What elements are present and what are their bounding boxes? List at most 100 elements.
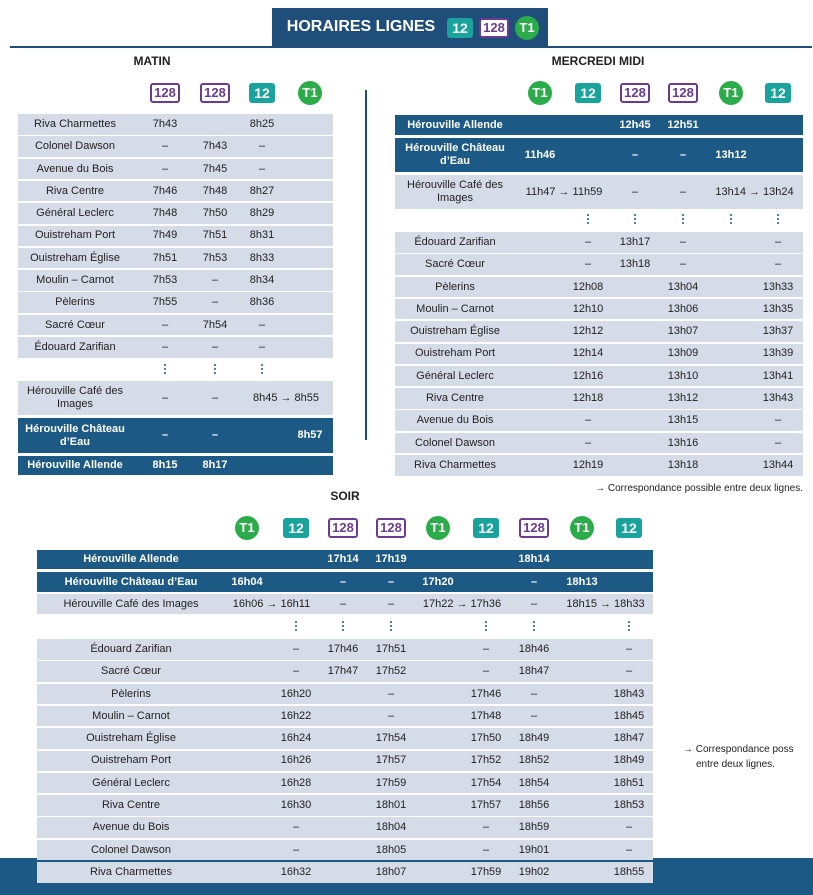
- row-bg: [395, 343, 803, 364]
- row-bg: [395, 276, 803, 298]
- time: 18h59: [518, 821, 550, 834]
- dot: [261, 364, 263, 366]
- time: 13h12: [715, 148, 747, 161]
- stop-name: Avenue du Bois: [92, 821, 170, 834]
- time: –: [774, 436, 782, 449]
- time: –: [625, 665, 633, 678]
- time: 18h05: [375, 843, 407, 856]
- row-bg: [395, 388, 803, 409]
- time: 16h22: [280, 709, 312, 722]
- time: 18h01: [375, 799, 407, 812]
- dot: [214, 368, 216, 370]
- time: 8h15: [152, 459, 178, 472]
- time: –: [292, 843, 300, 856]
- time: 16h06 → 16h11: [232, 597, 311, 610]
- stop-name: Ouistreham Église: [30, 251, 120, 264]
- line-badge: 128: [376, 518, 406, 538]
- time: –: [631, 185, 639, 198]
- side-note-line: → Correspondance poss: [683, 744, 794, 755]
- header-rule: [10, 46, 812, 48]
- time: –: [339, 575, 347, 588]
- stop-name: Avenue du Bois: [36, 162, 114, 175]
- stop-name: Sacré Cœur: [101, 665, 161, 678]
- time: 17h46: [327, 642, 359, 655]
- row-bg: [37, 817, 653, 838]
- row-bg: [18, 247, 333, 269]
- time: 8h34: [249, 274, 275, 287]
- time: 17h54: [470, 776, 502, 789]
- stop-name: Ouistreham Église: [86, 732, 176, 745]
- time: 17h54: [375, 732, 407, 745]
- time: 13h44: [762, 458, 794, 471]
- stop-name: Sacré Cœur: [45, 318, 105, 331]
- time: 17h57: [470, 799, 502, 812]
- time: 16h28: [280, 776, 312, 789]
- row-bg: [37, 750, 653, 771]
- row-bg: [395, 455, 803, 476]
- line-badge: T1: [719, 81, 743, 105]
- dot: [390, 629, 392, 631]
- dot: [214, 372, 216, 374]
- stop-name: Édouard Zarifian: [414, 235, 496, 248]
- time: 13h37: [762, 325, 794, 338]
- time: 7h43: [202, 140, 228, 153]
- time: 17h52: [470, 754, 502, 767]
- time: 17h52: [375, 665, 407, 678]
- time: 17h59: [375, 776, 407, 789]
- row-bg: [395, 410, 803, 431]
- row-bg: [18, 225, 333, 246]
- row-bg: [37, 639, 653, 660]
- section-title: SOIR: [330, 489, 360, 504]
- stop-name: Hérouville Café des Images: [27, 385, 123, 410]
- time: 13h10: [667, 369, 699, 382]
- dot: [587, 222, 589, 224]
- time: 7h48: [202, 184, 228, 197]
- time: 18h51: [613, 776, 645, 789]
- line-badge: 128: [479, 18, 509, 38]
- time: 11h46: [524, 148, 556, 161]
- time: 7h50: [202, 207, 228, 220]
- time: 13h15: [667, 414, 699, 427]
- stop-name: Pèlerins: [55, 296, 95, 309]
- time: –: [482, 665, 490, 678]
- time: –: [530, 687, 538, 700]
- time: 12h10: [572, 302, 604, 315]
- dot: [485, 629, 487, 631]
- stop-name: Riva Centre: [45, 184, 105, 197]
- dot: [628, 621, 630, 623]
- dot: [634, 214, 636, 216]
- time: –: [625, 843, 633, 856]
- time: –: [679, 235, 687, 248]
- line-badge: T1: [426, 516, 450, 540]
- dot: [777, 214, 779, 216]
- row-bg: [18, 203, 333, 224]
- stop-name: Général Leclerc: [416, 369, 494, 382]
- time: 13h18: [619, 258, 651, 271]
- stop-name: Colonel Dawson: [34, 140, 116, 153]
- row-bg: [37, 705, 653, 727]
- dot: [587, 218, 589, 220]
- time: 12h14: [572, 347, 604, 360]
- line-badge: 128: [328, 518, 358, 538]
- row-bg: [18, 337, 333, 358]
- row-bg: [395, 175, 803, 209]
- time: 13h35: [762, 302, 794, 315]
- time: –: [679, 148, 687, 161]
- dot: [485, 625, 487, 627]
- time: 8h36: [249, 296, 275, 309]
- row-bg: [395, 432, 803, 454]
- time: –: [211, 340, 219, 353]
- dot: [295, 629, 297, 631]
- row-bg: [18, 292, 333, 313]
- dot: [777, 218, 779, 220]
- stop-name: Riva Centre: [425, 392, 485, 405]
- time: 18h04: [375, 821, 407, 834]
- line-badge: T1: [528, 81, 552, 105]
- time: –: [211, 296, 219, 309]
- dot: [214, 364, 216, 366]
- row-bg: [395, 298, 803, 320]
- time: 7h55: [152, 296, 178, 309]
- time: 13h04: [667, 280, 699, 293]
- row-bg: [18, 456, 333, 475]
